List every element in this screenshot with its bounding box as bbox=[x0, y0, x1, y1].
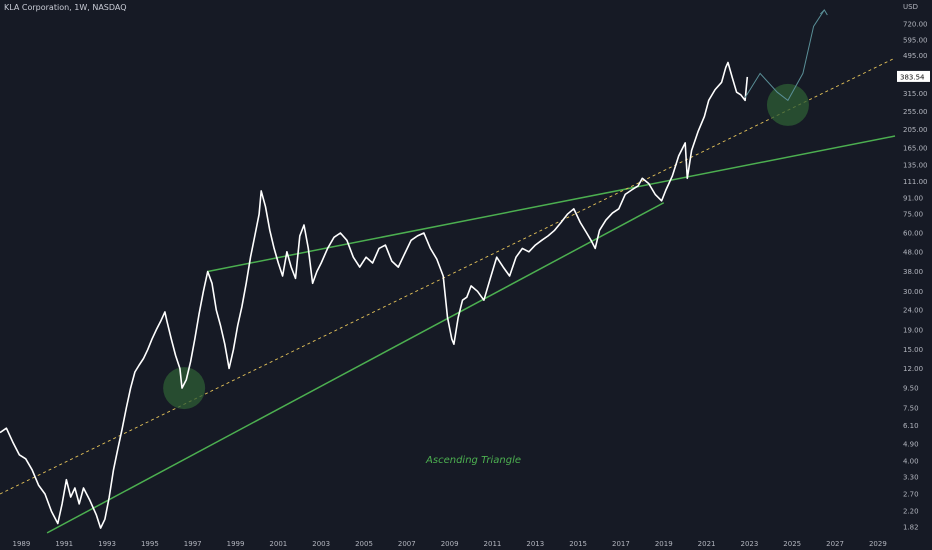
x-tick-label: 2011 bbox=[484, 540, 502, 548]
target-circle-2024 bbox=[766, 83, 809, 126]
y-tick-label: 24.00 bbox=[903, 307, 923, 315]
y-tick-label: 720.00 bbox=[903, 20, 928, 28]
x-tick-label: 1989 bbox=[12, 540, 30, 548]
y-tick-label: 60.00 bbox=[903, 230, 923, 238]
x-tick-label: 2007 bbox=[398, 540, 416, 548]
x-tick-label: 2015 bbox=[569, 540, 587, 548]
y-tick-label: 111.00 bbox=[903, 178, 928, 186]
y-tick-label: 135.00 bbox=[903, 161, 928, 169]
y-tick-label: 1.82 bbox=[903, 524, 919, 532]
support-circle-1996 bbox=[163, 367, 206, 410]
y-tick-label: 15.00 bbox=[903, 346, 923, 354]
projection-arrow-path bbox=[744, 9, 825, 102]
y-tick-label: 205.00 bbox=[903, 126, 928, 134]
currency-label: USD bbox=[903, 3, 918, 11]
x-tick-label: 2019 bbox=[655, 540, 673, 548]
highlight-circles bbox=[163, 83, 809, 410]
x-tick-label: 2017 bbox=[612, 540, 630, 548]
pattern-annotation: Ascending Triangle bbox=[425, 455, 521, 466]
y-tick-label: 6.10 bbox=[903, 422, 919, 430]
lower-trendline bbox=[46, 202, 665, 534]
dashed-trendline bbox=[0, 57, 896, 495]
x-tick-label: 2005 bbox=[355, 540, 373, 548]
y-tick-label: 315.00 bbox=[903, 90, 928, 98]
y-tick-label: 4.00 bbox=[903, 457, 919, 465]
y-tick-label: 3.30 bbox=[903, 474, 919, 482]
y-axis: 720.00 595.00 495.00 315.00 255.00 205.00 165.… bbox=[903, 20, 928, 531]
y-tick-label: 165.00 bbox=[903, 144, 928, 152]
current-price-tag: 383.54 bbox=[897, 70, 930, 82]
y-tick-label: 12.00 bbox=[903, 365, 923, 373]
x-tick-label: 2013 bbox=[526, 540, 544, 548]
y-tick-label: 4.90 bbox=[903, 440, 919, 448]
x-tick-label: 2001 bbox=[269, 540, 287, 548]
y-tick-label: 19.00 bbox=[903, 326, 923, 334]
y-tick-label: 7.50 bbox=[903, 405, 919, 413]
projection-arrowhead bbox=[819, 9, 828, 16]
x-tick-label: 2021 bbox=[698, 540, 716, 548]
x-tick-label: 1999 bbox=[227, 540, 245, 548]
y-tick-label: 9.50 bbox=[903, 385, 919, 393]
x-tick-label: 1991 bbox=[55, 540, 73, 548]
upper-trendline bbox=[207, 135, 896, 273]
chart-title: KLA Corporation, 1W, NASDAQ bbox=[4, 3, 127, 12]
trendlines bbox=[0, 57, 896, 534]
y-tick-label: 495.00 bbox=[903, 52, 928, 60]
y-tick-label: 255.00 bbox=[903, 108, 928, 116]
y-tick-label: 91.00 bbox=[903, 194, 923, 202]
x-axis: 1989 1991 1993 1995 1997 1999 2001 2003 2005 2007… bbox=[12, 540, 886, 548]
y-tick-label: 2.20 bbox=[903, 508, 919, 516]
x-tick-label: 2027 bbox=[826, 540, 844, 548]
x-tick-label: 2009 bbox=[441, 540, 459, 548]
y-tick-label: 595.00 bbox=[903, 36, 928, 44]
y-tick-label: 75.00 bbox=[903, 211, 923, 219]
x-tick-label: 2029 bbox=[869, 540, 887, 548]
y-tick-label: 38.00 bbox=[903, 268, 923, 276]
current-price-box bbox=[897, 70, 930, 82]
x-tick-label: 2023 bbox=[740, 540, 758, 548]
y-tick-label: 30.00 bbox=[903, 288, 923, 296]
y-tick-label: 48.00 bbox=[903, 248, 923, 256]
price-line bbox=[0, 61, 749, 529]
x-tick-label: 2025 bbox=[783, 540, 801, 548]
x-tick-label: 1993 bbox=[98, 540, 116, 548]
x-tick-label: 1997 bbox=[184, 540, 202, 548]
x-tick-label: 1995 bbox=[141, 540, 159, 548]
x-tick-label: 2003 bbox=[312, 540, 330, 548]
y-tick-label: 2.70 bbox=[903, 490, 919, 498]
current-price-label: 383.54 bbox=[900, 73, 925, 81]
